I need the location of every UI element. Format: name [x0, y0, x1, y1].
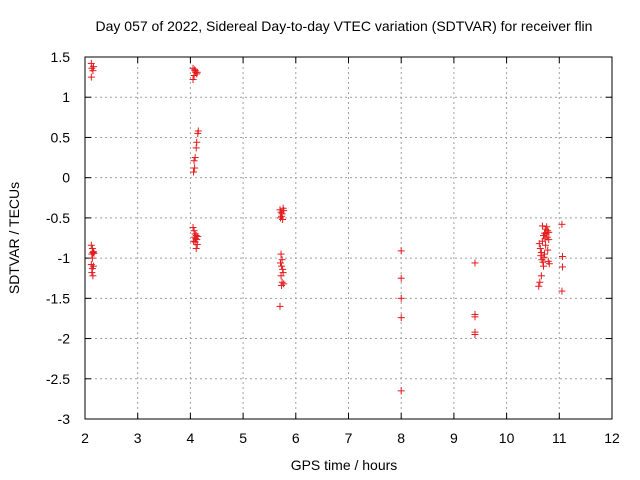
y-tick-label: -2.5 [46, 371, 70, 387]
data-point [88, 244, 96, 252]
data-point [397, 294, 405, 302]
data-point [558, 253, 566, 261]
data-point [543, 223, 551, 231]
data-point [397, 247, 405, 255]
data-point [191, 154, 199, 162]
data-point [192, 232, 200, 240]
data-point [471, 313, 479, 321]
data-points [87, 59, 566, 395]
data-point [277, 272, 285, 280]
data-point [193, 68, 201, 76]
data-point [89, 67, 97, 75]
data-point [539, 258, 547, 266]
chart-title: Day 057 of 2022, Sidereal Day-to-day VTE… [96, 18, 593, 34]
grid-lines [85, 57, 612, 419]
data-point [190, 72, 198, 80]
x-tick-label: 11 [552, 430, 567, 446]
tick-labels: 2 3 4 5 6 7 8 9 10 11 12 1.5 1 0.5 0 -0.5 -1 -1.5 -2 -2.5 -3 [46, 49, 620, 446]
data-point [277, 250, 285, 258]
y-tick-label: -0.5 [46, 210, 70, 226]
data-point [536, 278, 544, 286]
data-point [278, 256, 286, 264]
x-tick-label: 10 [499, 430, 515, 446]
data-point [278, 212, 286, 220]
data-point [190, 227, 198, 235]
data-point [190, 157, 198, 165]
data-point [191, 238, 199, 246]
data-point [544, 246, 552, 254]
x-tick-label: 9 [450, 430, 458, 446]
data-point [280, 207, 288, 215]
data-point [471, 259, 479, 267]
data-point [558, 263, 566, 271]
data-point [90, 249, 98, 257]
data-point [192, 244, 200, 252]
data-point [278, 281, 286, 289]
data-point [542, 241, 550, 249]
data-point [89, 272, 97, 280]
data-point [278, 262, 286, 270]
data-point [537, 252, 545, 260]
data-point [88, 265, 96, 273]
data-point [539, 262, 547, 270]
y-tick-label: 0 [62, 170, 70, 186]
y-tick-label: 1 [62, 89, 70, 105]
data-point [397, 314, 405, 322]
data-point [87, 241, 95, 249]
data-point [542, 230, 550, 238]
data-point [193, 138, 201, 146]
data-point [277, 259, 285, 267]
data-point [545, 236, 553, 244]
data-point [194, 232, 202, 240]
data-point [397, 274, 405, 282]
data-point [397, 387, 405, 395]
y-tick-label: -1.5 [46, 290, 70, 306]
x-tick-label: 12 [604, 430, 620, 446]
x-tick-label: 4 [187, 430, 195, 446]
data-point [89, 248, 97, 256]
data-point [194, 129, 202, 137]
data-point [558, 220, 566, 228]
data-point [279, 215, 287, 223]
data-point [276, 302, 284, 310]
y-axis-label: SDTVAR / TECUs [6, 182, 22, 294]
data-point [87, 73, 95, 81]
data-point [189, 76, 197, 84]
x-axis-label: GPS time / hours [291, 457, 398, 473]
data-point [558, 287, 566, 295]
data-point [544, 227, 552, 235]
data-point [88, 254, 96, 262]
data-point [537, 248, 545, 256]
y-tick-label: -1 [58, 250, 71, 266]
data-point [191, 164, 199, 172]
y-tick-label: -3 [58, 411, 71, 427]
data-point [190, 168, 198, 176]
y-tick-label: -2 [58, 331, 71, 347]
data-point [540, 253, 548, 261]
x-tick-label: 3 [134, 430, 142, 446]
x-tick-label: 5 [239, 430, 247, 446]
y-tick-label: 1.5 [51, 49, 71, 65]
x-tick-label: 7 [345, 430, 353, 446]
data-point [279, 265, 287, 273]
x-tick-label: 2 [81, 430, 89, 446]
data-point [192, 144, 200, 152]
data-point [89, 63, 97, 71]
data-point [190, 237, 198, 245]
data-point [541, 250, 549, 258]
x-tick-label: 6 [292, 430, 300, 446]
plot-frame [84, 56, 613, 420]
data-point [88, 269, 96, 277]
data-point [278, 278, 286, 286]
data-point [545, 260, 553, 268]
data-point [535, 282, 543, 290]
data-point [189, 224, 197, 232]
data-point [536, 244, 544, 252]
data-point [537, 272, 545, 280]
x-tick-label: 8 [397, 430, 405, 446]
data-point [471, 331, 479, 339]
data-point [538, 222, 546, 230]
y-tick-label: 0.5 [51, 129, 71, 145]
